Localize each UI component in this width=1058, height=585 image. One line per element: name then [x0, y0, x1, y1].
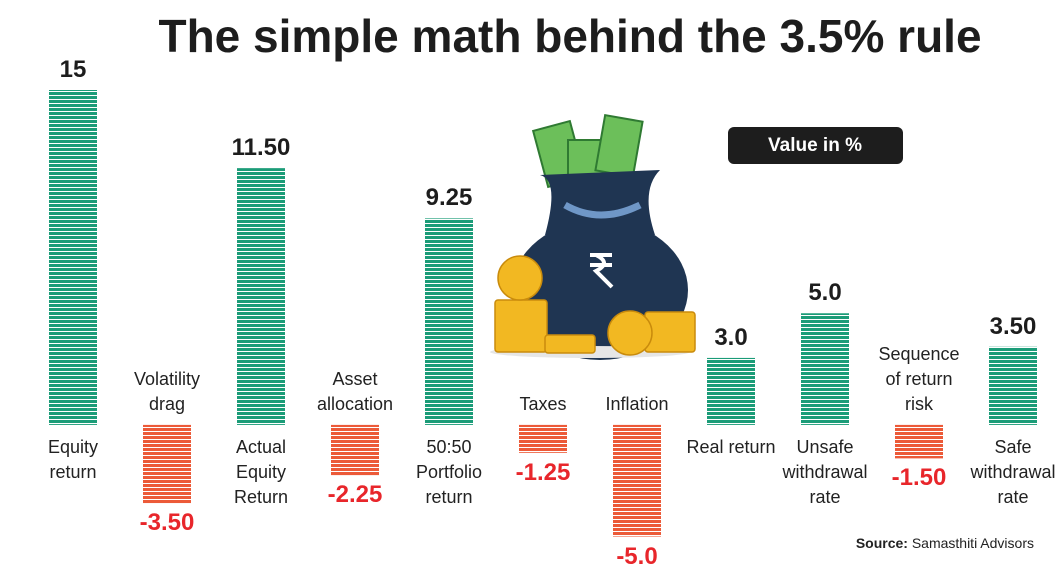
- badge-bg: [728, 127, 903, 164]
- source-label: Source:: [855, 535, 908, 551]
- value-label: -1.50: [891, 464, 947, 492]
- value-label: 5.0: [808, 279, 842, 307]
- bar-group: [895, 424, 943, 459]
- value-label: 11.50: [231, 134, 291, 162]
- value-label: 9.25: [425, 184, 473, 212]
- x-category-label: Asset allocation: [316, 368, 394, 414]
- x-category-label: Equity return: [47, 436, 99, 482]
- bar-group: [613, 424, 661, 537]
- source: Source: Samasthiti Advisors: [856, 535, 1034, 551]
- x-category-label: Taxes: [519, 393, 567, 414]
- x-category-label: 50:50 Portfolio return: [415, 436, 483, 507]
- value-label: -2.25: [327, 481, 383, 509]
- bar-group: [801, 313, 849, 425]
- x-category-label: Sequence of return risk: [878, 343, 960, 414]
- x-category-label: Safe withdrawal rate: [970, 436, 1056, 507]
- bar-stripes: [519, 424, 567, 453]
- x-category-label: Unsafe withdrawal rate: [782, 436, 868, 507]
- value-label: 15: [59, 56, 87, 83]
- bar-stripes: [895, 424, 943, 459]
- bar-stripes: [237, 168, 285, 425]
- x-category-label: Actual Equity Return: [233, 436, 289, 507]
- value-label: -3.50: [139, 509, 195, 537]
- value-label: 3.50: [989, 312, 1037, 340]
- bar-stripes: [331, 424, 379, 476]
- bar-group: [519, 424, 567, 453]
- bar-stripes: [707, 357, 755, 425]
- bar-group: [143, 424, 191, 504]
- bar-group: [331, 424, 379, 476]
- bar-stripes: [613, 424, 661, 537]
- bar-group: [49, 90, 97, 425]
- source-text: Samasthiti Advisors: [911, 535, 1034, 551]
- x-category-label: Real return: [686, 436, 776, 457]
- badge: Value in %: [768, 135, 862, 156]
- value-label: -5.0: [616, 542, 658, 570]
- chart-title: The simple math behind the 3.5% rule: [158, 10, 981, 62]
- bar-group: [237, 168, 285, 425]
- bar-group: [989, 346, 1037, 425]
- bar-stripes: [801, 313, 849, 425]
- value-label: -1.25: [515, 458, 571, 486]
- bar-stripes: [49, 90, 97, 425]
- bar-stripes: [425, 218, 473, 425]
- money-bag-illustration: [490, 113, 696, 360]
- value-label: 3.0: [714, 323, 748, 351]
- x-category-label: Volatility drag: [133, 368, 201, 414]
- x-category-label: Inflation: [605, 393, 669, 414]
- bar-stripes: [989, 346, 1037, 425]
- bar-stripes: [143, 424, 191, 504]
- bar-group: [707, 357, 755, 425]
- bar-group: [425, 218, 473, 425]
